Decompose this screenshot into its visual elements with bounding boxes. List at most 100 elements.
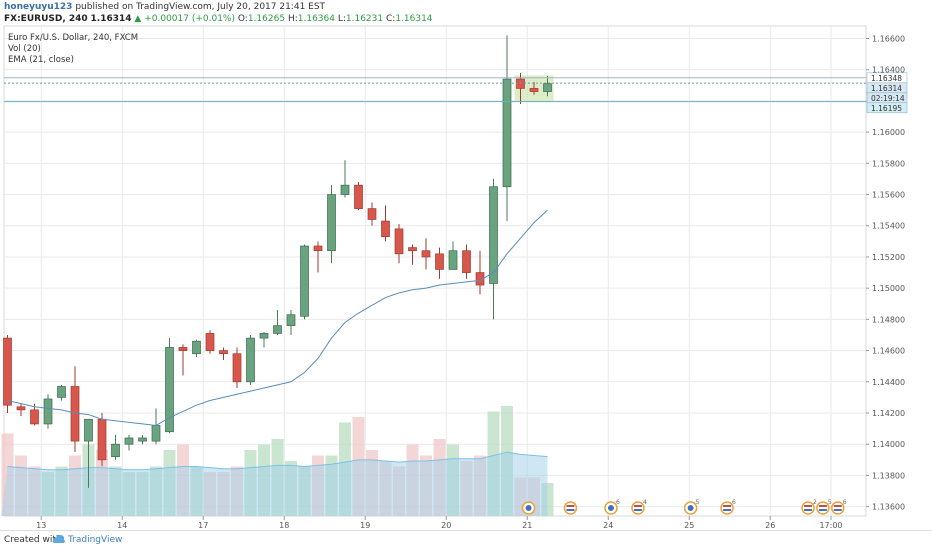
flag-stripe [804, 505, 813, 507]
event-count-label: 5 [828, 499, 832, 506]
flag-stripe [804, 509, 813, 511]
candle-body [489, 186, 498, 284]
candle-body [165, 347, 174, 433]
y-tick-label: 1.15200 [872, 253, 905, 262]
x-tick-label: 18 [279, 521, 289, 530]
candle-body [246, 337, 255, 383]
symbol-label[interactable]: FX:EURUSD, 240 [4, 14, 88, 24]
x-tick-label: 21 [522, 521, 532, 530]
candle-body [84, 418, 93, 442]
low-label: L: [337, 14, 346, 24]
candle-body [381, 220, 390, 238]
candle-body [408, 247, 417, 252]
up-arrow-icon: ▲ [134, 14, 142, 24]
candle-body [205, 333, 215, 351]
candle-body [394, 228, 404, 255]
event-count-label: 5 [696, 499, 700, 506]
y-tick-label: 1.15400 [872, 222, 905, 231]
candle-body [111, 443, 120, 458]
chart-header: honeyuyu123 published on TradingView.com… [0, 0, 932, 26]
flag-stripe [833, 509, 842, 511]
y-tick-label: 1.14600 [872, 347, 905, 356]
candle-body [367, 208, 377, 220]
x-tick-label: 20 [441, 521, 451, 530]
x-tick-label: 17:00 [819, 521, 842, 530]
candle-body [435, 253, 444, 270]
flag-stripe [633, 505, 642, 507]
y-tick-label: 1.13600 [872, 503, 905, 512]
price-tag-label: 1.16348 [871, 74, 902, 83]
x-tick-label: 14 [117, 521, 127, 530]
volume-ma-area [1, 452, 548, 516]
candle-body [448, 250, 458, 270]
flag-event-icon [563, 501, 578, 515]
price-tag-label: 1.16314 [871, 84, 902, 93]
x-tick-label: 26 [765, 521, 775, 530]
flag-stripe [566, 509, 575, 511]
flag-stripe [566, 505, 575, 507]
flag-stripe [833, 505, 842, 507]
earnings-event-dot [607, 505, 614, 511]
flag-stripe [723, 505, 732, 507]
flag-stripe [633, 509, 642, 511]
y-tick-label: 1.14200 [872, 409, 905, 418]
legend-ema: EMA (21, close) [8, 55, 74, 65]
high-label: H: [287, 14, 298, 24]
candle-body [30, 409, 39, 425]
footer: Created with TradingView [0, 530, 932, 551]
close-value: 1.16314 [395, 14, 433, 24]
y-tick-label: 1.15000 [872, 284, 905, 293]
candlestick-chart[interactable]: 1.13600 1.13800 1.14000 1.14200 1.14400 1.146… [0, 24, 932, 530]
candle-body [327, 194, 336, 252]
flag-stripe [818, 505, 827, 507]
y-tick-label: 1.14400 [872, 378, 905, 387]
candle-body [219, 350, 228, 355]
price-tag-label: 02:19:14 [871, 94, 905, 103]
y-tick-label: 1.13800 [872, 471, 905, 480]
publish-line: honeyuyu123 published on TradingView.com… [4, 2, 325, 12]
y-tick-label: 1.15600 [872, 191, 905, 200]
candle-body [43, 398, 53, 425]
open-value: 1.16265 [247, 14, 286, 24]
tradingview-cloud-icon [52, 534, 65, 543]
candle-body [529, 88, 539, 92]
candle-body [475, 272, 485, 286]
candle-body [232, 353, 242, 383]
candle-body [313, 245, 323, 252]
x-tick-label: 25 [684, 521, 694, 530]
candle-body [462, 250, 471, 273]
y-tick-label: 1.14000 [872, 440, 905, 449]
created-with-text: Created with [4, 535, 62, 545]
price-tag-box [866, 102, 908, 114]
event-count-label: 6 [732, 499, 736, 506]
candle-body [273, 325, 282, 334]
tradingview-brand-link[interactable]: TradingView [68, 535, 123, 545]
x-tick-label: 13 [36, 521, 46, 530]
open-label: O: [237, 14, 248, 24]
candle-body [124, 437, 134, 445]
candle-body [138, 437, 147, 442]
candle-body [502, 78, 512, 188]
y-tick-label: 1.16400 [872, 66, 905, 75]
publish-info: published on TradingView.com, July 20, 2… [75, 2, 326, 12]
candle-body [300, 245, 309, 317]
x-tick-label: 24 [603, 521, 613, 530]
legend-title: Euro Fx/U.S. Dollar, 240, FXCM [8, 33, 138, 43]
y-tick-label: 1.15800 [872, 159, 905, 168]
candle-body [286, 314, 296, 326]
last-price: 1.16314 [90, 14, 132, 24]
y-tick-label: 1.16600 [872, 34, 905, 43]
author-link[interactable]: honeyuyu123 [4, 2, 73, 12]
candle-body [97, 418, 107, 461]
price-change: +0.00017 (+0.01%) [144, 14, 235, 24]
close-label: C: [385, 14, 396, 24]
candle-body [192, 340, 201, 355]
candle-body [57, 386, 66, 398]
candle-body [151, 425, 161, 442]
quote-line: FX:EURUSD, 240 1.16314 ▲ +0.00017 (+0.01… [4, 14, 433, 24]
candle-body [3, 337, 12, 406]
candle-body [516, 78, 525, 89]
y-tick-label: 1.14800 [872, 315, 905, 324]
x-tick-label: 19 [360, 521, 370, 530]
ema-line [7, 209, 548, 427]
